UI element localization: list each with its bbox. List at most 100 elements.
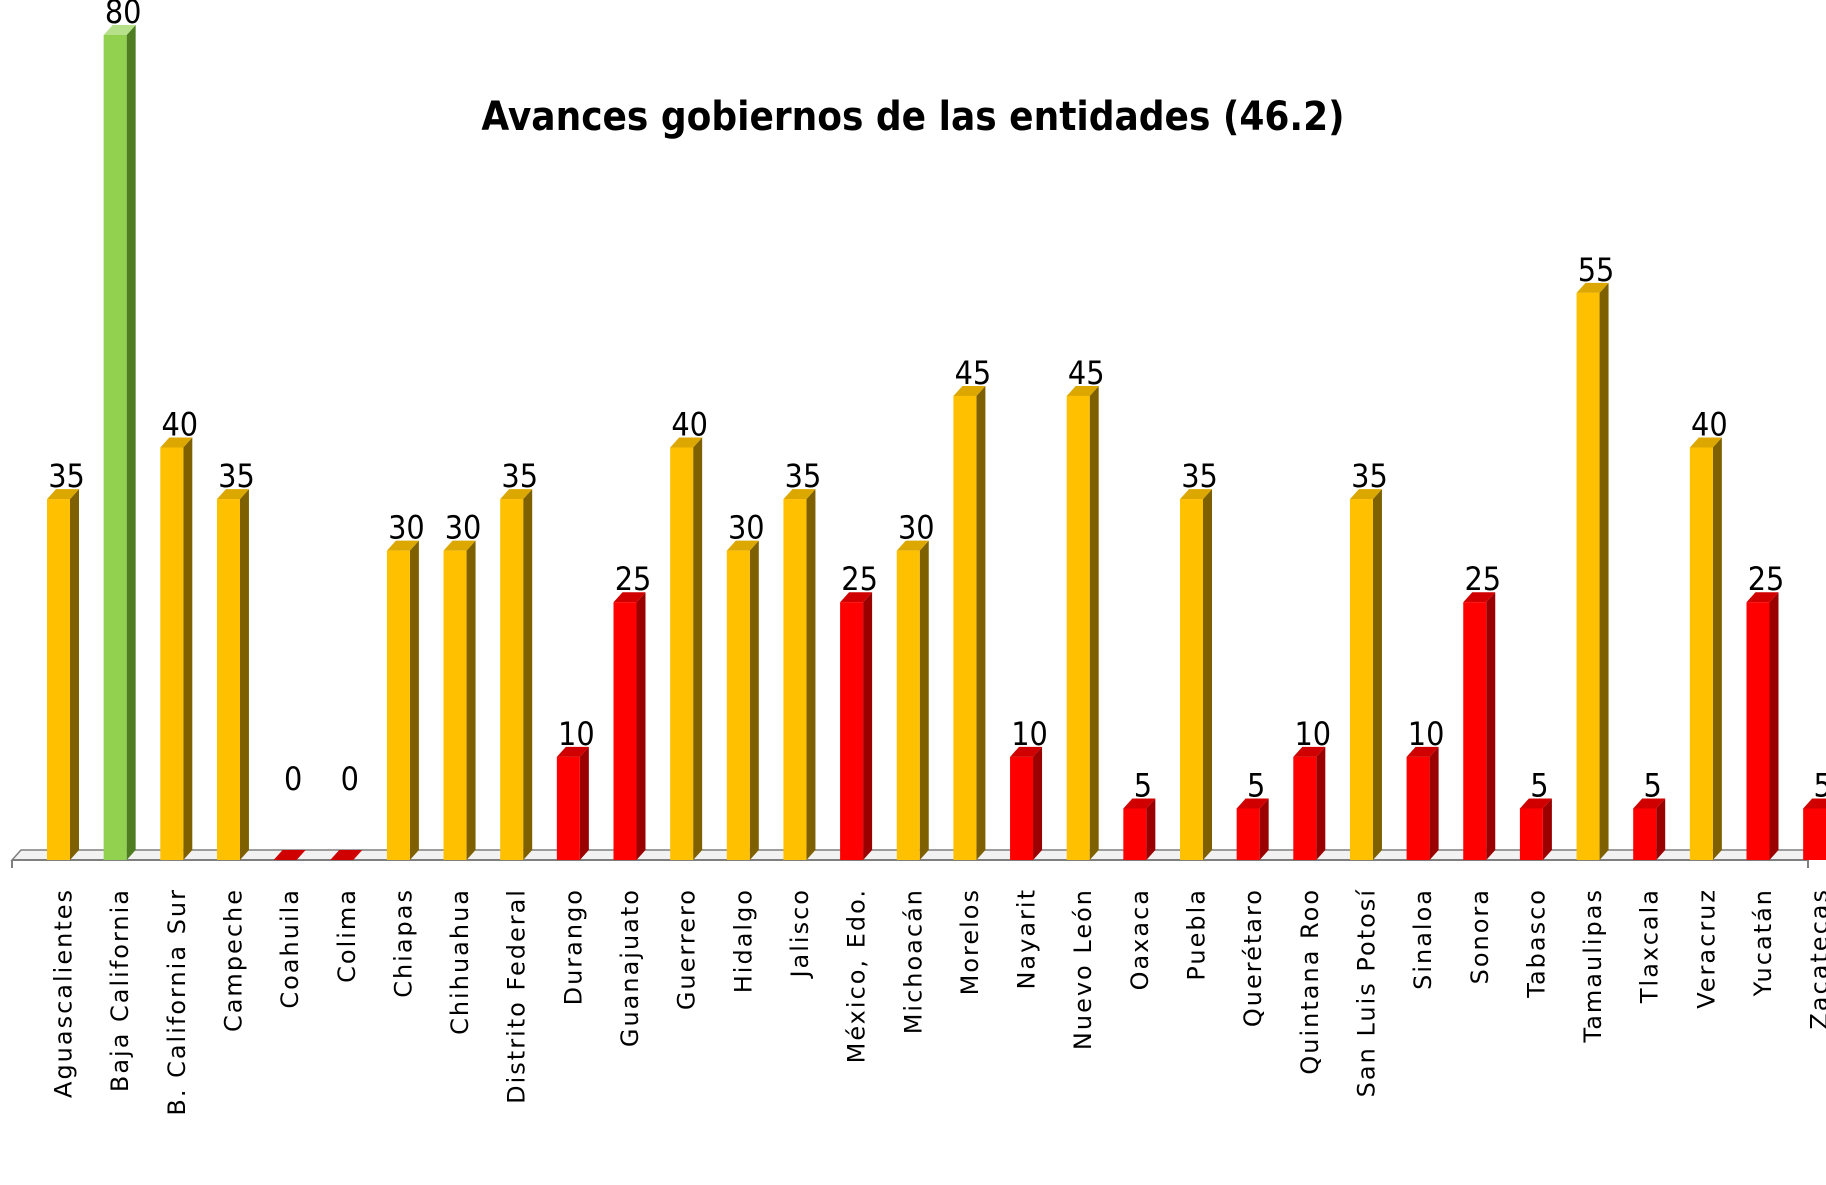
data-label: 5 bbox=[1247, 766, 1265, 804]
category-label: Guanajuato bbox=[616, 888, 644, 1047]
bar-top bbox=[1689, 437, 1722, 448]
bar bbox=[216, 489, 249, 860]
bar-front bbox=[386, 550, 410, 860]
bar-side bbox=[1203, 489, 1212, 860]
bar-side bbox=[693, 437, 703, 860]
bar-front bbox=[500, 499, 524, 860]
bar-front bbox=[1746, 602, 1770, 860]
bar-front bbox=[896, 550, 920, 860]
chart-title: Avances gobiernos de las entidades (46.2… bbox=[481, 94, 1344, 140]
bar bbox=[670, 437, 703, 860]
bar-top bbox=[1236, 798, 1269, 809]
bar-top bbox=[726, 540, 759, 551]
bar-side bbox=[1259, 798, 1269, 860]
bar-side bbox=[1712, 437, 1722, 860]
data-label: 10 bbox=[1294, 715, 1331, 753]
bar bbox=[1010, 746, 1043, 860]
bar-top bbox=[1406, 746, 1439, 757]
data-label: 45 bbox=[955, 354, 992, 392]
bar-top bbox=[273, 850, 306, 860]
data-label: 35 bbox=[785, 457, 822, 495]
data-label: 10 bbox=[558, 715, 595, 753]
bar-top bbox=[1293, 746, 1326, 757]
data-label: 25 bbox=[1748, 560, 1785, 598]
category-label: Hidalgo bbox=[729, 888, 757, 993]
bar-side bbox=[1486, 592, 1496, 860]
data-label: 0 bbox=[341, 760, 359, 798]
bar bbox=[386, 540, 419, 860]
bar-side bbox=[1146, 798, 1156, 860]
bar-side bbox=[579, 746, 589, 860]
bar bbox=[1689, 437, 1722, 860]
bar-front bbox=[1349, 499, 1373, 860]
bar-top bbox=[670, 437, 703, 448]
bar-top bbox=[160, 437, 193, 448]
data-label: 35 bbox=[48, 457, 85, 495]
bar-side bbox=[1769, 592, 1779, 860]
data-label: 40 bbox=[671, 406, 708, 444]
bar-side bbox=[1656, 798, 1666, 860]
bar-front bbox=[160, 447, 184, 860]
bar-front bbox=[103, 35, 127, 860]
bar-side bbox=[126, 25, 136, 860]
bar-top bbox=[47, 489, 79, 500]
bar bbox=[273, 850, 306, 860]
category-label: B. California Sur bbox=[163, 888, 191, 1116]
category-label: Chihuahua bbox=[446, 888, 474, 1035]
bar-top bbox=[330, 850, 363, 860]
category-label: Michoacán bbox=[899, 888, 927, 1034]
category-label: Veracruz bbox=[1692, 888, 1720, 1009]
bar-side bbox=[1033, 746, 1043, 860]
bar-top bbox=[103, 25, 136, 35]
bar-side bbox=[466, 540, 476, 860]
data-label: 35 bbox=[1351, 457, 1388, 495]
data-label: 80 bbox=[105, 0, 142, 31]
data-label: 30 bbox=[728, 509, 765, 547]
category-label: Baja California bbox=[106, 888, 134, 1092]
bar bbox=[613, 592, 646, 860]
bar-side bbox=[183, 437, 193, 860]
bar-front bbox=[556, 756, 580, 860]
bar bbox=[160, 437, 193, 860]
category-label: Nayarit bbox=[1013, 888, 1041, 990]
bar-front bbox=[1406, 756, 1430, 860]
data-label: 40 bbox=[1691, 406, 1728, 444]
bar-side bbox=[919, 540, 929, 860]
bar-top bbox=[500, 489, 533, 500]
category-label: Zacatecas bbox=[1806, 888, 1826, 1030]
bar bbox=[1519, 798, 1552, 860]
category-label: Jalisco bbox=[786, 888, 814, 980]
data-label: 10 bbox=[1011, 715, 1048, 753]
bar-front bbox=[216, 499, 240, 860]
bar-side bbox=[70, 489, 79, 860]
bar-front bbox=[1010, 756, 1034, 860]
bar-front bbox=[1293, 756, 1317, 860]
bar bbox=[1180, 489, 1212, 860]
bar-front bbox=[1576, 292, 1600, 860]
bar-front bbox=[1236, 808, 1260, 860]
bar bbox=[783, 489, 816, 860]
bar-top bbox=[840, 592, 873, 603]
bar bbox=[1633, 798, 1666, 860]
bar bbox=[953, 385, 986, 860]
bar-front bbox=[953, 395, 977, 860]
bar bbox=[330, 850, 363, 860]
category-label: Sonora bbox=[1466, 888, 1494, 984]
category-label: Coahuila bbox=[276, 888, 304, 1009]
data-label: 30 bbox=[388, 509, 425, 547]
bar-side bbox=[409, 540, 419, 860]
bar bbox=[1803, 798, 1826, 860]
bar bbox=[896, 540, 929, 860]
data-label: 30 bbox=[445, 509, 482, 547]
bar-side bbox=[749, 540, 759, 860]
bar-top bbox=[1066, 385, 1099, 396]
bar bbox=[1236, 798, 1269, 860]
bar-front bbox=[1180, 499, 1203, 860]
category-label: Yucatán bbox=[1749, 888, 1777, 997]
category-label: Guerrero bbox=[673, 888, 701, 1010]
bar-front bbox=[1519, 808, 1543, 860]
data-label: 25 bbox=[615, 560, 652, 598]
bar-top bbox=[1803, 798, 1826, 809]
bar-front bbox=[670, 447, 694, 860]
